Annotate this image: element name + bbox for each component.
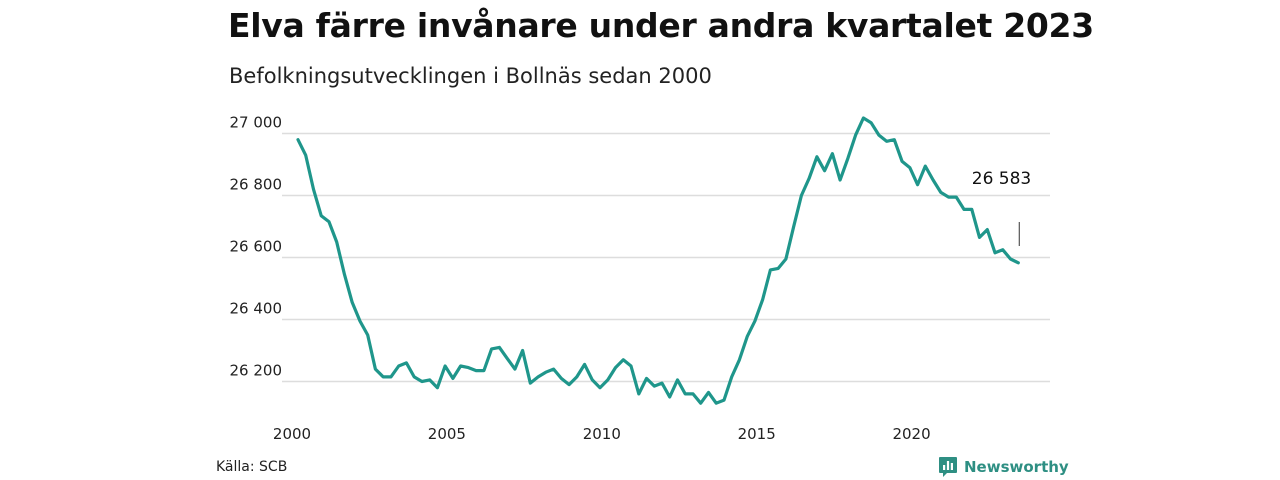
y-axis-tick-labels: 26 200 26 400 26 600 26 800 27 000 [230, 114, 283, 380]
x-tick-label: 2000 [273, 425, 311, 443]
y-tick-label: 26 400 [230, 300, 283, 318]
series-line [296, 116, 1020, 405]
x-tick-label: 2020 [892, 425, 930, 443]
y-tick-label: 26 200 [230, 362, 283, 380]
x-tick-label: 2015 [738, 425, 776, 443]
y-tick-label: 26 800 [230, 176, 283, 194]
y-tick-label: 26 600 [230, 238, 283, 256]
chart-subtitle: Befolkningsutvecklingen i Bollnäs sedan … [229, 64, 712, 88]
y-tick-label: 27 000 [230, 114, 283, 132]
brand-name: Newsworthy [964, 458, 1069, 476]
gridlines [282, 132, 1050, 383]
chart-title: Elva färre invånare under andra kvartale… [228, 6, 1094, 45]
source-credit: Källa: SCB [216, 459, 288, 475]
x-tick-label: 2005 [428, 425, 466, 443]
brand-logo: Newsworthy [938, 456, 1069, 478]
x-tick-label: 2010 [583, 425, 621, 443]
newsworthy-logo-icon [939, 457, 957, 477]
x-axis-tick-labels: 2000 2005 2010 2015 2020 [273, 425, 931, 443]
end-annotation: 26 583 [972, 169, 1031, 246]
end-value-label: 26 583 [972, 169, 1031, 189]
series-layer [296, 116, 1020, 405]
